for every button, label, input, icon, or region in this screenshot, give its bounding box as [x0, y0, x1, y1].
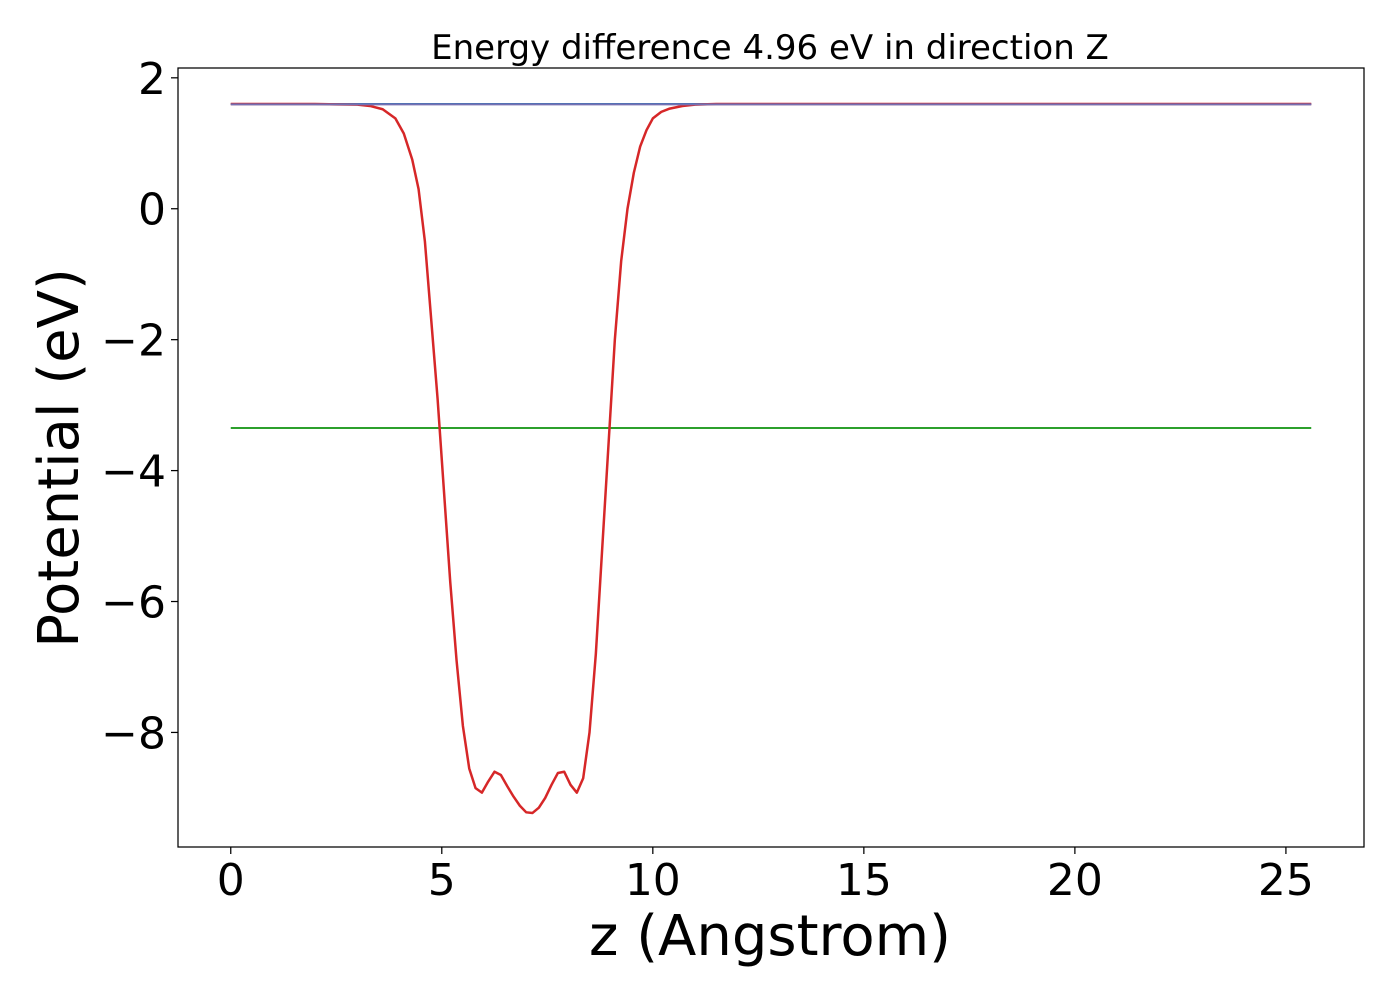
y-tick-label: 0: [138, 185, 166, 236]
series-line-3: [230, 102, 1312, 815]
x-tick-label: 10: [625, 855, 681, 906]
x-tick-label: 25: [1258, 855, 1314, 906]
x-tick-label: 15: [836, 855, 892, 906]
y-tick-label: −2: [101, 316, 166, 367]
x-tick-label: 5: [428, 855, 456, 906]
chart-title: Energy difference 4.96 eV in direction Z: [431, 28, 1109, 68]
y-tick-label: −6: [101, 578, 166, 629]
y-tick-label: 2: [138, 54, 166, 105]
y-tick-label: −8: [101, 708, 166, 759]
plot-area: [230, 102, 1312, 815]
y-tick-label: −4: [101, 447, 166, 498]
x-axis-label: z (Angstrom): [589, 904, 951, 969]
x-tick-label: 0: [217, 855, 245, 906]
y-axis-label: Potential (eV): [27, 268, 92, 648]
x-tick-label: 20: [1047, 855, 1103, 906]
axes-frame: [177, 67, 1365, 848]
